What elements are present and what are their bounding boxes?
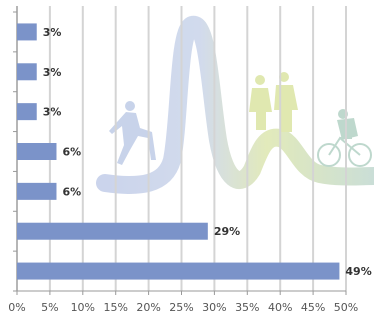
- x-tick-label: 40%: [268, 301, 292, 314]
- x-tick-label: 15%: [103, 301, 127, 314]
- value-label: 6%: [62, 146, 81, 159]
- x-tick-label: 20%: [136, 301, 160, 314]
- page: 0% 5% 10% 15% 20% 25% 30% 35% 40% 45% 50% 3% 3% 3% 6%…: [0, 0, 374, 317]
- x-tick-label: 5%: [41, 301, 58, 314]
- x-tick-label: 35%: [235, 301, 259, 314]
- x-tick-label: 30%: [202, 301, 226, 314]
- x-tick-label: 45%: [301, 301, 325, 314]
- bar: [17, 23, 37, 40]
- bar: [17, 263, 339, 280]
- bar: [17, 223, 208, 240]
- bar: [17, 143, 56, 160]
- bar: [17, 183, 56, 200]
- value-label: 3%: [43, 26, 62, 39]
- x-tick-label: 0%: [8, 301, 25, 314]
- value-label: 3%: [43, 66, 62, 79]
- x-tick-label: 50%: [334, 301, 358, 314]
- value-label: 49%: [345, 265, 371, 278]
- value-label: 3%: [43, 106, 62, 119]
- decoration: [105, 25, 374, 185]
- x-tick-label: 25%: [169, 301, 193, 314]
- bar: [17, 103, 37, 120]
- value-label: 29%: [214, 225, 240, 238]
- x-tick-label: 10%: [71, 301, 95, 314]
- bar: [17, 63, 37, 80]
- chart: 0% 5% 10% 15% 20% 25% 30% 35% 40% 45% 50% 3% 3% 3% 6%…: [0, 0, 374, 317]
- value-label: 6%: [62, 185, 81, 198]
